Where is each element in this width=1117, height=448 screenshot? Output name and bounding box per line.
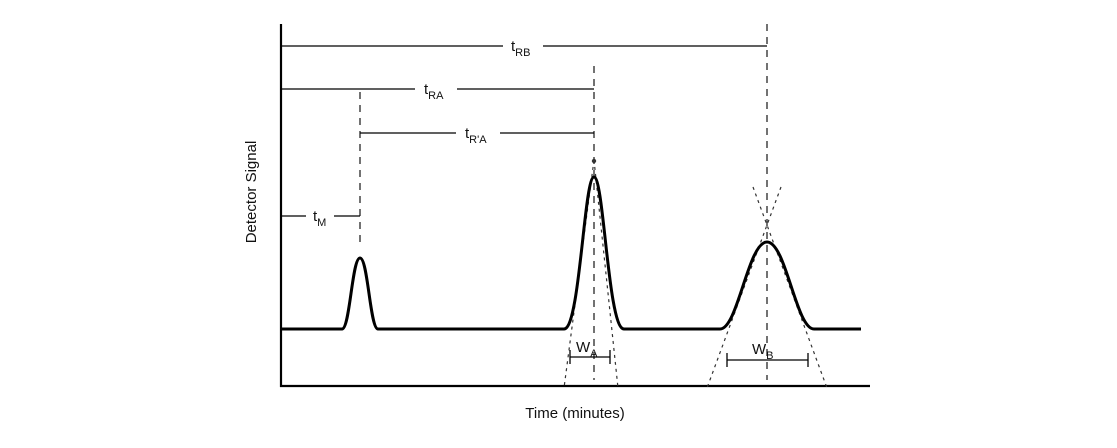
label-w-b: WB	[752, 341, 774, 362]
label-t-m: tM	[313, 208, 326, 229]
label-w-a: WA	[576, 339, 598, 360]
label-t-rb: tRB	[511, 38, 530, 59]
label-t-rpa: tR'A	[465, 125, 487, 146]
x-axis-title: Time (minutes)	[525, 405, 624, 422]
chromatogram-trace	[282, 175, 861, 331]
tangent-a-right	[593, 159, 619, 389]
apex-marker-a	[591, 158, 597, 164]
y-axis-title: Detector Signal	[243, 141, 260, 244]
label-t-ra: tRA	[424, 81, 444, 102]
